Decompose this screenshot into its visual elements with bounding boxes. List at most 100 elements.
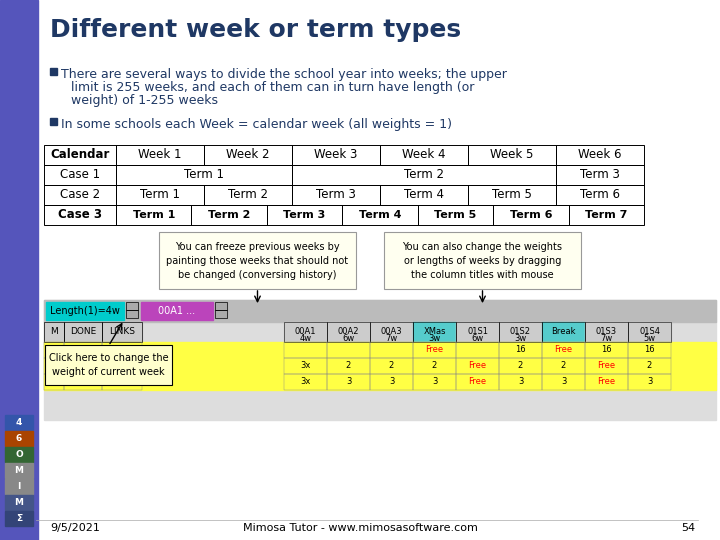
- Bar: [44, 185, 116, 205]
- Text: Calendar: Calendar: [50, 148, 109, 161]
- Bar: [292, 185, 380, 205]
- Text: Week 1: Week 1: [138, 148, 181, 161]
- Text: 00A3: 00A3: [381, 327, 402, 336]
- Text: 2: 2: [389, 361, 394, 370]
- Bar: [413, 374, 456, 390]
- Bar: [102, 374, 142, 390]
- Bar: [413, 322, 456, 342]
- Bar: [116, 205, 192, 225]
- Text: In some schools each Week = calendar week (all weights = 1): In some schools each Week = calendar wee…: [61, 118, 452, 131]
- Text: 01S1: 01S1: [467, 327, 488, 336]
- Bar: [456, 322, 499, 342]
- Text: 00A2: 00A2: [338, 327, 359, 336]
- Bar: [542, 342, 585, 358]
- Bar: [0, 0, 38, 540]
- Text: Length(1)=4w: Length(1)=4w: [50, 306, 120, 316]
- Bar: [585, 342, 628, 358]
- Text: Term 3: Term 3: [284, 210, 325, 220]
- Text: Week 4: Week 4: [402, 148, 446, 161]
- Bar: [64, 322, 102, 342]
- Text: 3: 3: [561, 377, 566, 387]
- Text: O: O: [15, 450, 23, 459]
- Bar: [499, 358, 542, 374]
- Text: Week 2: Week 2: [226, 148, 270, 161]
- Bar: [64, 322, 102, 342]
- Text: 7w: 7w: [385, 334, 397, 343]
- Text: 4w: 4w: [300, 334, 312, 343]
- Text: M: M: [14, 498, 24, 507]
- Text: Term 2: Term 2: [228, 188, 268, 201]
- Bar: [569, 205, 644, 225]
- Bar: [126, 310, 138, 318]
- Text: 3x: 3x: [300, 361, 311, 370]
- Bar: [327, 322, 370, 342]
- Text: 01S4: 01S4: [639, 327, 660, 336]
- Bar: [5, 431, 33, 446]
- Text: You can freeze previous weeks by
painting those weeks that should not
be changed: You can freeze previous weeks by paintin…: [166, 241, 348, 280]
- Bar: [44, 145, 116, 165]
- Bar: [102, 358, 142, 374]
- Bar: [44, 358, 716, 374]
- Bar: [499, 322, 542, 342]
- Bar: [456, 358, 499, 374]
- Text: 2: 2: [518, 361, 523, 370]
- Bar: [556, 185, 644, 205]
- Bar: [292, 165, 556, 185]
- Text: DONE: DONE: [70, 327, 96, 336]
- Text: Term 6: Term 6: [580, 188, 620, 201]
- Bar: [380, 185, 468, 205]
- Bar: [327, 342, 370, 358]
- Bar: [542, 358, 585, 374]
- Text: Free: Free: [598, 361, 616, 370]
- Text: 9/5/2021: 9/5/2021: [50, 523, 100, 533]
- Bar: [380, 145, 468, 165]
- Bar: [215, 310, 227, 318]
- Text: 3x: 3x: [300, 377, 311, 387]
- Text: 114: 114: [46, 377, 62, 387]
- Text: 240: 240: [75, 346, 91, 354]
- Bar: [585, 322, 628, 342]
- Bar: [126, 302, 138, 310]
- Text: Term 2: Term 2: [404, 168, 444, 181]
- Bar: [50, 118, 57, 125]
- Text: Σ: Σ: [16, 514, 22, 523]
- Text: Free: Free: [598, 377, 616, 387]
- Text: 76: 76: [49, 361, 59, 370]
- Bar: [585, 322, 628, 342]
- Text: 3w: 3w: [514, 334, 526, 343]
- Text: Term 1: Term 1: [140, 188, 180, 201]
- Bar: [468, 145, 556, 165]
- Bar: [267, 205, 342, 225]
- Text: 3w: 3w: [428, 334, 441, 343]
- Bar: [418, 205, 493, 225]
- Bar: [5, 415, 33, 430]
- Bar: [628, 322, 671, 342]
- Text: 2: 2: [432, 361, 437, 370]
- Text: You can also change the weights
or lengths of weeks by dragging
the column title: You can also change the weights or lengt…: [402, 241, 562, 280]
- Bar: [5, 447, 33, 462]
- Text: Case 3: Case 3: [58, 208, 102, 221]
- Bar: [5, 495, 33, 510]
- Bar: [413, 322, 456, 342]
- Text: 16: 16: [516, 346, 526, 354]
- Bar: [284, 374, 327, 390]
- Bar: [44, 342, 64, 358]
- Text: 2: 2: [647, 361, 652, 370]
- Text: 3: 3: [518, 377, 523, 387]
- Text: Term 1: Term 1: [184, 168, 224, 181]
- Bar: [342, 205, 418, 225]
- Bar: [499, 342, 542, 358]
- Text: Term 2: Term 2: [208, 210, 251, 220]
- Text: Free: Free: [469, 361, 487, 370]
- Text: 0: 0: [51, 346, 57, 354]
- Bar: [102, 322, 142, 342]
- Text: 3: 3: [346, 377, 351, 387]
- Bar: [44, 300, 716, 322]
- Text: 6w: 6w: [343, 334, 355, 343]
- Text: 3: 3: [432, 377, 437, 387]
- Bar: [215, 302, 227, 310]
- Bar: [585, 374, 628, 390]
- Bar: [46, 302, 124, 320]
- Text: 01S2: 01S2: [510, 327, 531, 336]
- Bar: [50, 68, 57, 75]
